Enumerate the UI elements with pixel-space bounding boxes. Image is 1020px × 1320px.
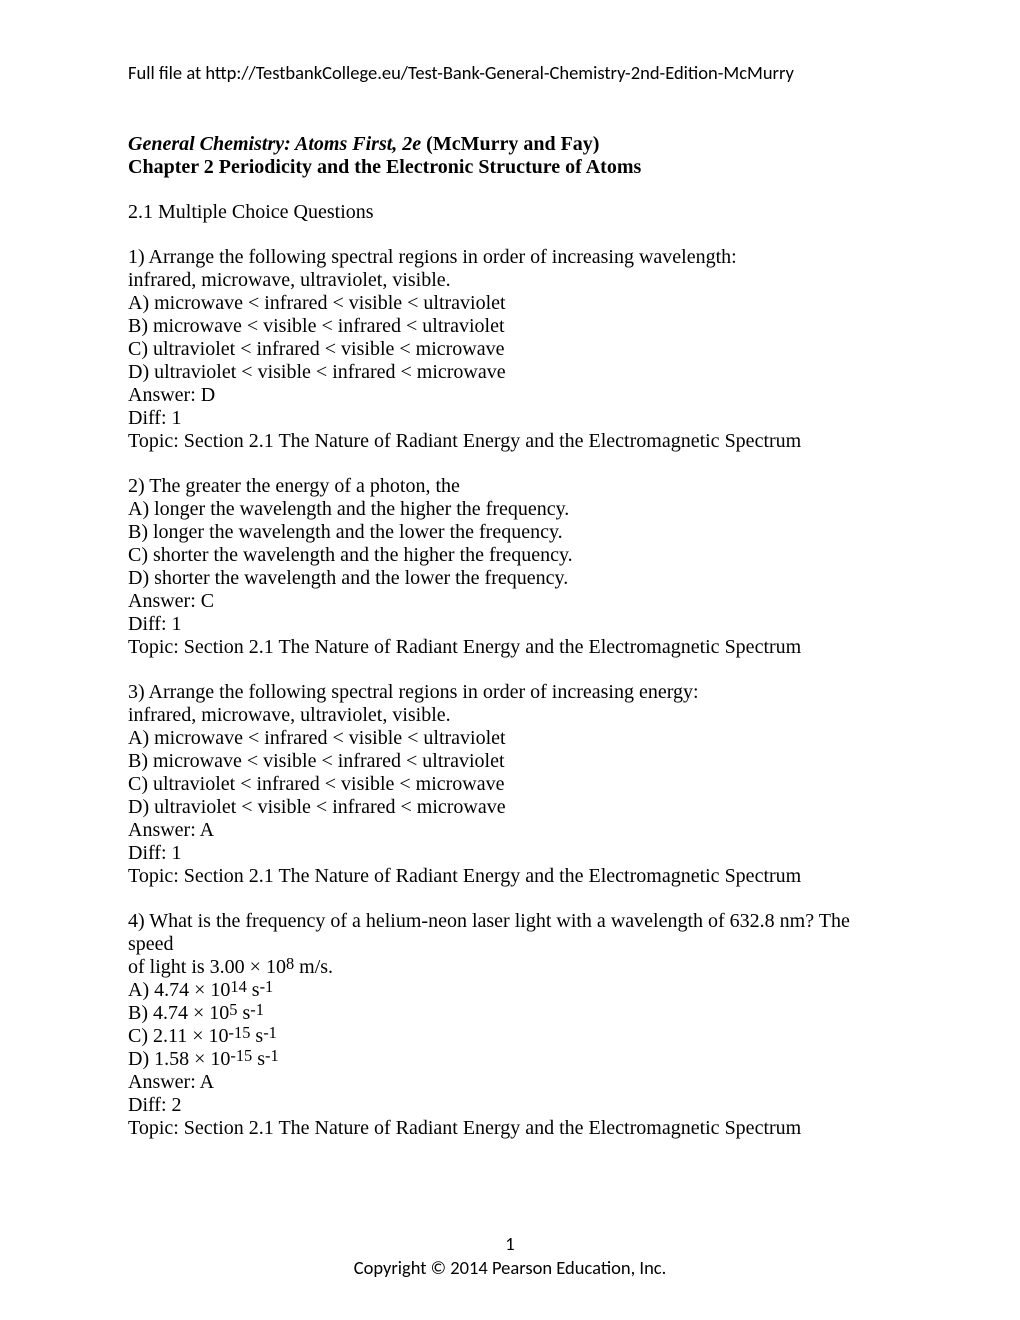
text-fragment: of light is 3.00 × 10 bbox=[128, 956, 286, 978]
page-footer: 1 Copyright © 2014 Pearson Education, In… bbox=[0, 1232, 1020, 1280]
question-choice: C) ultraviolet < infrared < visible < mi… bbox=[128, 338, 892, 361]
superscript: 14 bbox=[230, 977, 246, 996]
text-fragment: D) 1.58 × 10 bbox=[128, 1048, 230, 1070]
question-choice: C) 2.11 × 10-15 s-1 bbox=[128, 1025, 892, 1048]
superscript: 8 bbox=[286, 954, 294, 973]
text-fragment: s bbox=[250, 1025, 263, 1047]
book-title: General Chemistry: Atoms First, 2e (McMu… bbox=[128, 133, 892, 156]
question-diff: Diff: 1 bbox=[128, 613, 892, 636]
question-choice: C) ultraviolet < infrared < visible < mi… bbox=[128, 773, 892, 796]
question-4: 4) What is the frequency of a helium-neo… bbox=[128, 910, 892, 1140]
question-prompt: infrared, microwave, ultraviolet, visibl… bbox=[128, 269, 892, 292]
question-answer: Answer: C bbox=[128, 590, 892, 613]
superscript: -15 bbox=[230, 1046, 252, 1065]
question-topic: Topic: Section 2.1 The Nature of Radiant… bbox=[128, 865, 892, 888]
question-diff: Diff: 1 bbox=[128, 407, 892, 430]
question-prompt: of light is 3.00 × 108 m/s. bbox=[128, 956, 892, 979]
book-title-authors: (McMurry and Fay) bbox=[421, 133, 599, 155]
question-diff: Diff: 2 bbox=[128, 1094, 892, 1117]
question-topic: Topic: Section 2.1 The Nature of Radiant… bbox=[128, 1117, 892, 1140]
question-choice: D) ultraviolet < visible < infrared < mi… bbox=[128, 796, 892, 819]
question-choice: A) microwave < infrared < visible < ultr… bbox=[128, 727, 892, 750]
question-1: 1) Arrange the following spectral region… bbox=[128, 246, 892, 453]
question-choice: B) longer the wavelength and the lower t… bbox=[128, 521, 892, 544]
superscript: -1 bbox=[263, 1023, 277, 1042]
superscript: -1 bbox=[265, 1046, 279, 1065]
question-prompt: 2) The greater the energy of a photon, t… bbox=[128, 475, 892, 498]
superscript: -1 bbox=[260, 977, 274, 996]
text-fragment: m/s. bbox=[294, 956, 333, 978]
question-prompt: infrared, microwave, ultraviolet, visibl… bbox=[128, 704, 892, 727]
question-choice: D) shorter the wavelength and the lower … bbox=[128, 567, 892, 590]
page-number: 1 bbox=[0, 1232, 1020, 1256]
question-choice: B) microwave < visible < infrared < ultr… bbox=[128, 750, 892, 773]
chapter-title: Chapter 2 Periodicity and the Electronic… bbox=[128, 156, 892, 179]
question-topic: Topic: Section 2.1 The Nature of Radiant… bbox=[128, 636, 892, 659]
text-fragment: s bbox=[252, 1048, 265, 1070]
section-heading: 2.1 Multiple Choice Questions bbox=[128, 201, 892, 224]
superscript: -15 bbox=[229, 1023, 251, 1042]
text-fragment: A) 4.74 × 10 bbox=[128, 979, 230, 1001]
text-fragment: s bbox=[237, 1002, 250, 1024]
question-choice: A) microwave < infrared < visible < ultr… bbox=[128, 292, 892, 315]
question-3: 3) Arrange the following spectral region… bbox=[128, 681, 892, 888]
text-fragment: s bbox=[247, 979, 260, 1001]
question-choice: A) 4.74 × 1014 s-1 bbox=[128, 979, 892, 1002]
copyright: Copyright © 2014 Pearson Education, Inc. bbox=[0, 1256, 1020, 1280]
question-2: 2) The greater the energy of a photon, t… bbox=[128, 475, 892, 659]
question-choice: D) ultraviolet < visible < infrared < mi… bbox=[128, 361, 892, 384]
question-answer: Answer: D bbox=[128, 384, 892, 407]
question-choice: C) shorter the wavelength and the higher… bbox=[128, 544, 892, 567]
document-page: Full file at http://TestbankCollege.eu/T… bbox=[0, 0, 1020, 1320]
question-diff: Diff: 1 bbox=[128, 842, 892, 865]
question-answer: Answer: A bbox=[128, 819, 892, 842]
question-prompt: 3) Arrange the following spectral region… bbox=[128, 681, 892, 704]
text-fragment: B) 4.74 × 10 bbox=[128, 1002, 229, 1024]
question-answer: Answer: A bbox=[128, 1071, 892, 1094]
question-prompt: 4) What is the frequency of a helium-neo… bbox=[128, 910, 892, 956]
question-choice: A) longer the wavelength and the higher … bbox=[128, 498, 892, 521]
book-title-italic: General Chemistry: Atoms First, 2e bbox=[128, 133, 421, 155]
question-prompt: 1) Arrange the following spectral region… bbox=[128, 246, 892, 269]
question-choice: D) 1.58 × 10-15 s-1 bbox=[128, 1048, 892, 1071]
question-choice: B) 4.74 × 105 s-1 bbox=[128, 1002, 892, 1025]
header-link: Full file at http://TestbankCollege.eu/T… bbox=[128, 62, 892, 83]
superscript: 5 bbox=[229, 1000, 237, 1019]
superscript: -1 bbox=[250, 1000, 264, 1019]
text-fragment: C) 2.11 × 10 bbox=[128, 1025, 229, 1047]
question-topic: Topic: Section 2.1 The Nature of Radiant… bbox=[128, 430, 892, 453]
question-choice: B) microwave < visible < infrared < ultr… bbox=[128, 315, 892, 338]
